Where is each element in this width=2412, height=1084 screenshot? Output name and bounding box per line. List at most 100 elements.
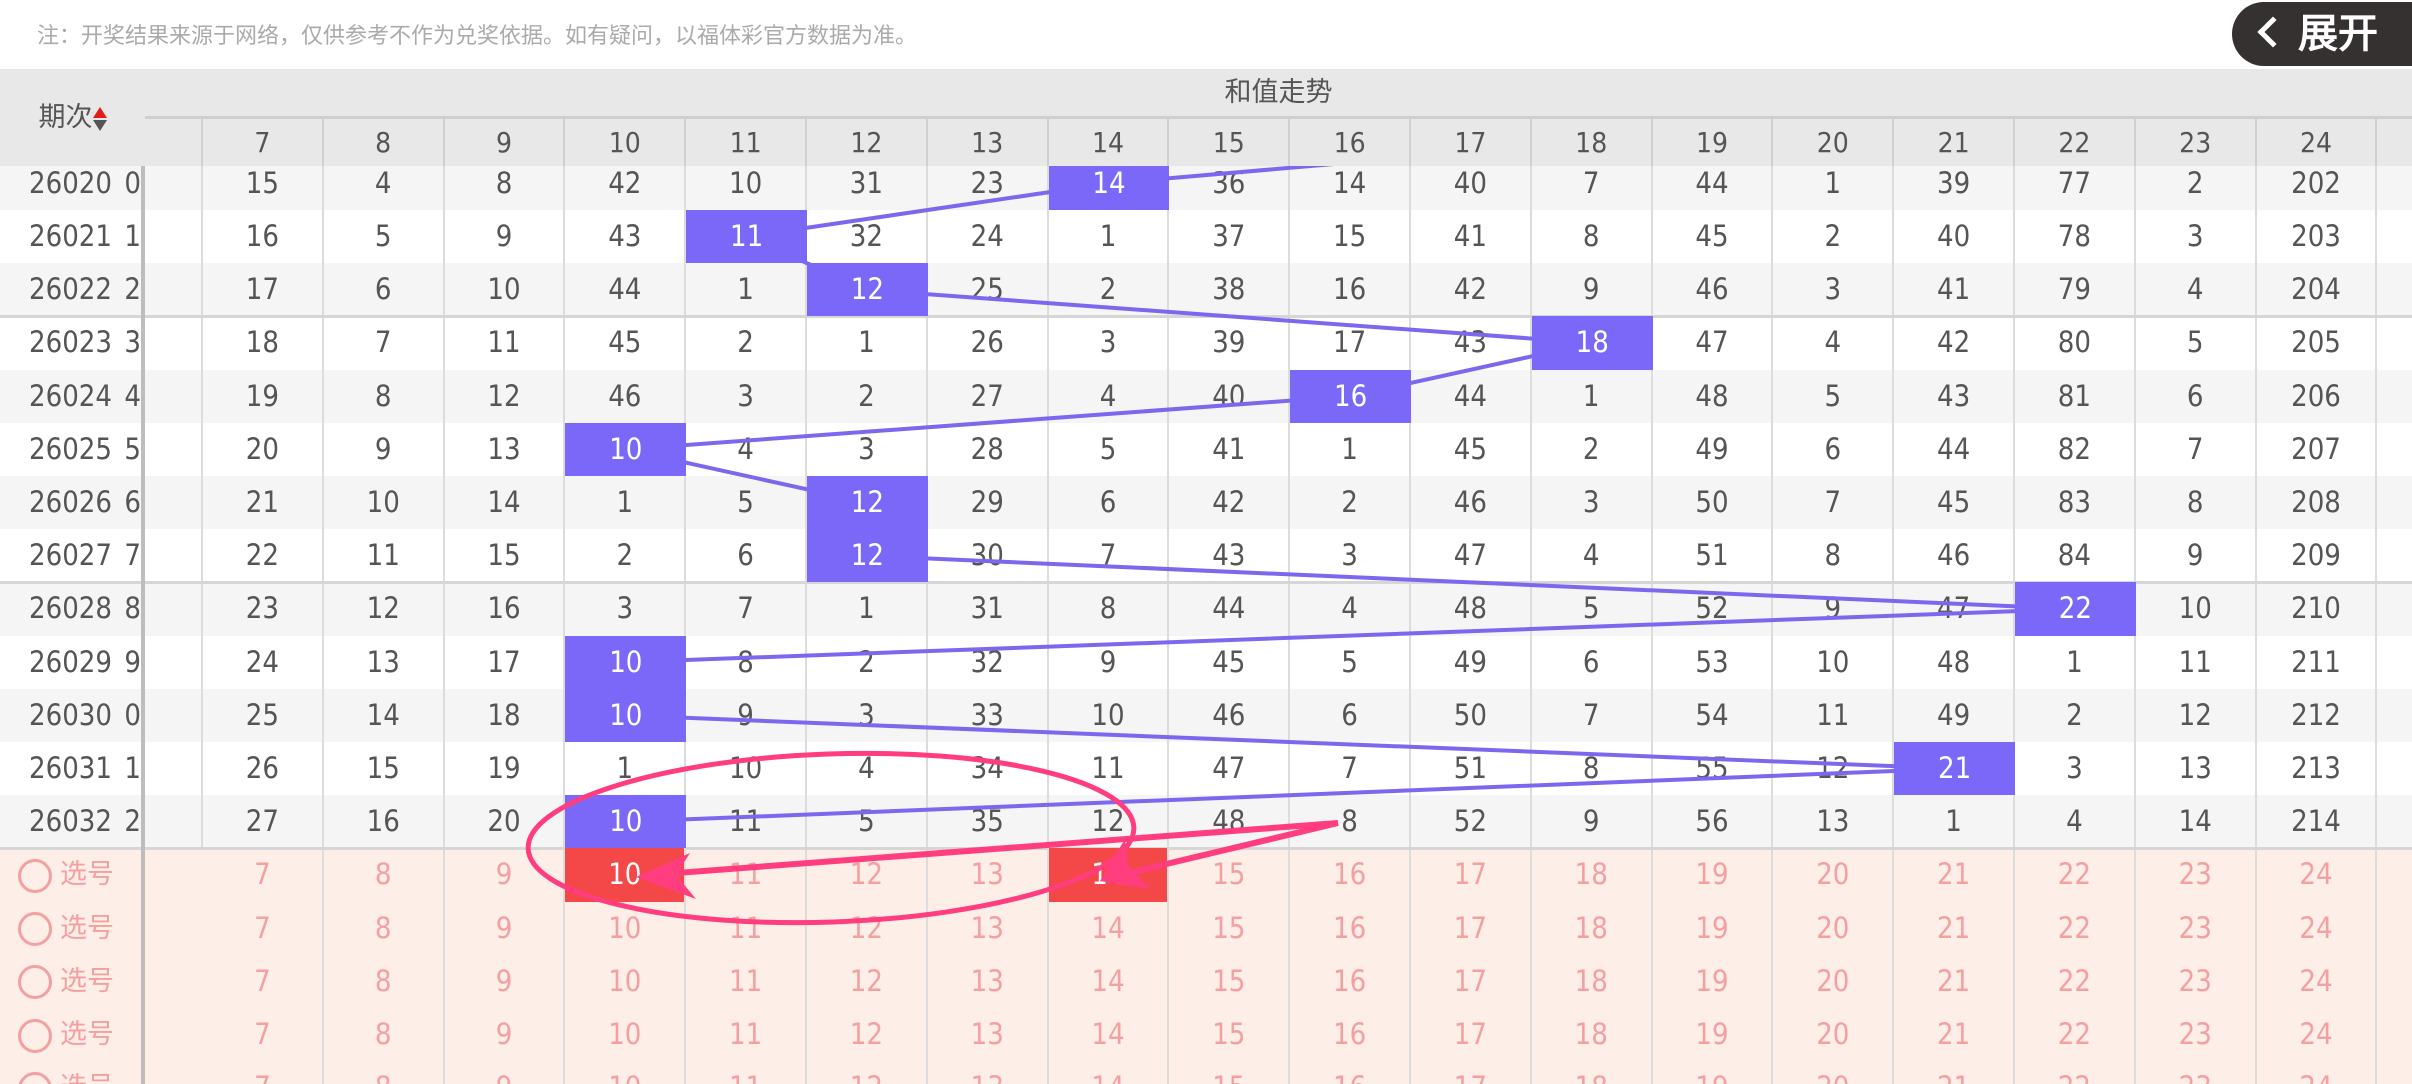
number-option[interactable]: 24 <box>2257 901 2378 955</box>
expand-button[interactable]: 展开 <box>2232 2 2412 66</box>
number-option[interactable]: 19 <box>1653 1008 1774 1062</box>
number-option[interactable]: 8 <box>324 1061 445 1084</box>
number-option[interactable]: 10 <box>565 1061 687 1084</box>
number-option[interactable]: 9 <box>445 1008 566 1062</box>
number-option[interactable]: 16 <box>1290 848 1411 902</box>
number-option[interactable]: 15 <box>1169 1061 1291 1084</box>
number-option[interactable]: 18 <box>1532 1008 1653 1062</box>
number-option[interactable]: 9 <box>445 848 566 902</box>
number-option[interactable]: 24 <box>2257 848 2378 902</box>
number-option[interactable]: 23 <box>2136 901 2257 955</box>
select-toggle[interactable]: 选号 <box>0 955 141 1008</box>
number-option[interactable]: 18 <box>1532 848 1653 902</box>
number-option[interactable]: 9 <box>445 1061 566 1084</box>
number-option[interactable]: 21 <box>1894 954 2015 1008</box>
number-option[interactable]: 7 <box>203 1008 324 1062</box>
sort-icon[interactable] <box>92 105 107 133</box>
number-option[interactable]: 13 <box>928 1061 1049 1084</box>
number-option[interactable]: 15 <box>1169 954 1291 1008</box>
number-option[interactable]: 20 <box>1773 954 1895 1008</box>
number-option[interactable]: 14 <box>1049 1061 1170 1084</box>
number-option[interactable]: 12 <box>807 954 928 1008</box>
number-option[interactable]: 7 <box>203 848 324 902</box>
number-option[interactable]: 22 <box>2015 848 2136 902</box>
number-option[interactable]: 19 <box>1653 901 1774 955</box>
number-option[interactable]: 11 <box>686 1008 807 1062</box>
number-option[interactable]: 14 <box>1049 954 1170 1008</box>
number-option[interactable]: 19 <box>1653 848 1774 902</box>
number-option[interactable]: 12 <box>807 901 928 955</box>
number-option[interactable]: 18 <box>1532 1061 1653 1084</box>
number-option[interactable]: 20 <box>1773 1061 1895 1084</box>
number-option[interactable]: 23 <box>2136 1008 2257 1062</box>
number-option[interactable]: 12 <box>807 1061 928 1084</box>
number-option[interactable]: 9 <box>445 954 566 1008</box>
number-option[interactable]: 24 <box>2257 954 2378 1008</box>
number-option[interactable]: 14 <box>1049 1008 1170 1062</box>
select-toggle[interactable]: 选号 <box>0 848 141 901</box>
number-option[interactable]: 12 <box>807 848 928 902</box>
number-option[interactable]: 10 <box>565 901 687 955</box>
number-option[interactable]: 22 <box>2015 954 2136 1008</box>
number-option[interactable]: 21 <box>1894 901 2015 955</box>
number-option[interactable]: 20 <box>1773 848 1895 902</box>
number-option[interactable]: 15 <box>1169 1008 1291 1062</box>
number-option[interactable]: 24 <box>2257 1008 2378 1062</box>
number-option[interactable]: 10 <box>565 1008 687 1062</box>
number-option[interactable]: 17 <box>1411 1061 1532 1084</box>
number-option[interactable]: 11 <box>686 848 807 902</box>
number-option[interactable]: 18 <box>1532 954 1653 1008</box>
number-option[interactable]: 21 <box>1894 848 2015 902</box>
select-toggle[interactable]: 选号 <box>0 1008 141 1061</box>
number-option[interactable]: 24 <box>2257 1061 2378 1084</box>
number-option[interactable]: 17 <box>1411 901 1532 955</box>
number-option[interactable]: 16 <box>1290 954 1411 1008</box>
radio-circle-icon[interactable] <box>18 965 52 1000</box>
number-option[interactable]: 8 <box>324 901 445 955</box>
number-option[interactable]: 13 <box>928 901 1049 955</box>
radio-circle-icon[interactable] <box>18 858 52 893</box>
number-option[interactable]: 8 <box>324 1008 445 1062</box>
number-option[interactable]: 21 <box>1894 1061 2015 1084</box>
number-option[interactable]: 13 <box>928 848 1049 902</box>
number-option[interactable]: 16 <box>1290 1008 1411 1062</box>
number-option[interactable]: 11 <box>686 1061 807 1084</box>
number-option[interactable]: 22 <box>2015 1008 2136 1062</box>
number-option[interactable]: 19 <box>1653 1061 1774 1084</box>
radio-circle-icon[interactable] <box>18 912 52 947</box>
select-toggle[interactable]: 选号 <box>0 1061 141 1084</box>
number-option[interactable]: 20 <box>1773 1008 1895 1062</box>
number-option[interactable]: 7 <box>203 1061 324 1084</box>
number-option[interactable]: 23 <box>2136 848 2257 902</box>
selected-number[interactable]: 10 <box>565 848 687 902</box>
number-option[interactable]: 8 <box>324 848 445 902</box>
number-option[interactable]: 7 <box>203 901 324 955</box>
number-option[interactable]: 8 <box>324 954 445 1008</box>
number-option[interactable]: 14 <box>1049 901 1170 955</box>
number-option[interactable]: 9 <box>445 901 566 955</box>
number-option[interactable]: 10 <box>565 954 687 1008</box>
number-option[interactable]: 11 <box>686 954 807 1008</box>
radio-circle-icon[interactable] <box>18 1018 52 1053</box>
select-toggle[interactable]: 选号 <box>0 902 141 955</box>
number-option[interactable]: 12 <box>807 1008 928 1062</box>
number-option[interactable]: 23 <box>2136 1061 2257 1084</box>
number-option[interactable]: 23 <box>2136 954 2257 1008</box>
number-option[interactable]: 22 <box>2015 901 2136 955</box>
radio-circle-icon[interactable] <box>18 1071 52 1084</box>
number-option[interactable]: 15 <box>1169 901 1291 955</box>
number-option[interactable]: 15 <box>1169 848 1291 902</box>
number-option[interactable]: 11 <box>686 901 807 955</box>
selected-number[interactable]: 14 <box>1048 848 1170 902</box>
number-option[interactable]: 21 <box>1894 1008 2015 1062</box>
number-option[interactable]: 13 <box>928 954 1049 1008</box>
number-option[interactable]: 19 <box>1653 954 1774 1008</box>
number-option[interactable]: 20 <box>1773 901 1895 955</box>
number-option[interactable]: 22 <box>2015 1061 2136 1084</box>
number-option[interactable]: 17 <box>1411 954 1532 1008</box>
number-option[interactable]: 16 <box>1290 901 1411 955</box>
number-option[interactable]: 7 <box>203 954 324 1008</box>
number-option[interactable]: 16 <box>1290 1061 1411 1084</box>
number-option[interactable]: 17 <box>1411 848 1532 902</box>
number-option[interactable]: 18 <box>1532 901 1653 955</box>
